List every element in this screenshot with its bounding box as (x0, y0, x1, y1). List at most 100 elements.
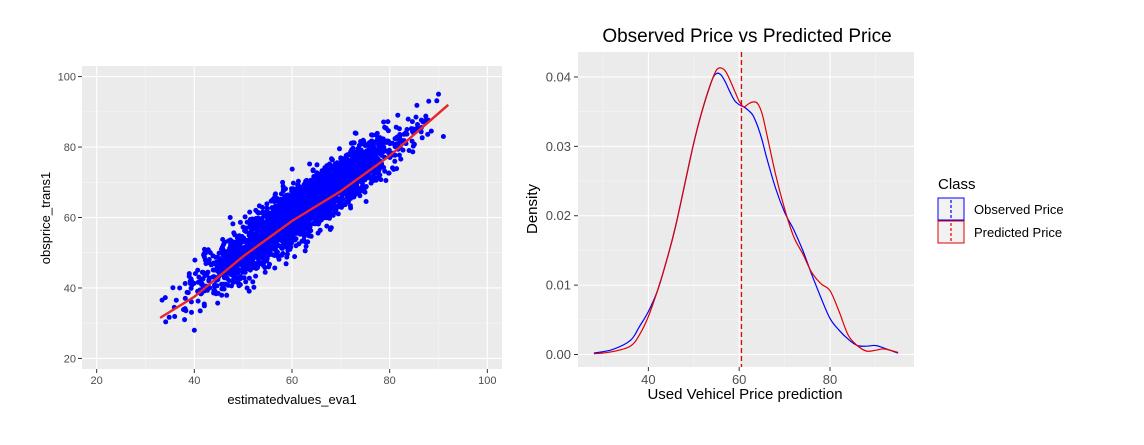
scatter-point (320, 194, 326, 200)
scatter-point (297, 184, 303, 190)
scatter-point (177, 285, 183, 291)
legend-label-observed-price: Observed Price (974, 202, 1064, 217)
scatter-point (265, 249, 271, 255)
scatter-point (323, 201, 329, 207)
scatter-point (224, 292, 230, 298)
scatter-point (215, 266, 221, 272)
scatter-point (390, 165, 395, 171)
scatter-point (257, 261, 263, 267)
scatter-point (201, 270, 207, 276)
scatter-point (266, 264, 272, 270)
scatter-point (211, 288, 217, 294)
scatter-point (325, 182, 331, 188)
scatter-point (251, 260, 257, 266)
scatter-y-axis-title: obsprice_trans1 (38, 172, 53, 265)
scatter-point (379, 139, 385, 145)
scatter-point (213, 254, 219, 260)
scatter-point (355, 165, 361, 171)
scatter-point (343, 163, 349, 169)
scatter-point (344, 170, 349, 176)
scatter-point (272, 265, 278, 271)
scatter-point (392, 158, 398, 164)
scatter-point (271, 246, 277, 252)
scatter-point (372, 153, 378, 159)
x-tick-label: 40 (188, 375, 200, 387)
scatter-point (267, 217, 273, 223)
scatter-point (232, 275, 238, 280)
scatter-point (231, 239, 237, 245)
scatter-point (319, 209, 325, 215)
density-x-axis: 40 60 80 (641, 367, 837, 387)
scatter-point (356, 142, 362, 148)
scatter-point (325, 206, 331, 212)
scatter-point (409, 119, 415, 125)
scatter-point (189, 309, 194, 315)
scatter-point (327, 170, 333, 176)
scatter-point (404, 127, 410, 132)
scatter-point (415, 122, 420, 127)
scatter-point (298, 219, 304, 225)
scatter-point (434, 98, 440, 104)
scatter-point (235, 270, 241, 276)
scatter-point (305, 239, 311, 245)
scatter-point (369, 176, 375, 182)
scatter-point (261, 244, 267, 250)
scatter-point (195, 267, 201, 273)
scatter-point (378, 145, 383, 151)
scatter-point (253, 207, 259, 213)
scatter-point (336, 204, 342, 210)
scatter-point (315, 230, 321, 236)
scatter-point (334, 172, 340, 178)
scatter-point (383, 178, 389, 183)
scatter-point (258, 230, 264, 236)
scatter-point (301, 223, 307, 229)
scatter-point (173, 297, 179, 303)
scatter-point (220, 237, 226, 242)
scatter-point (254, 255, 260, 261)
scatter-point (262, 220, 267, 226)
scatter-point (297, 207, 303, 213)
scatter-point (296, 193, 302, 199)
scatter-point (366, 158, 372, 164)
scatter-point (420, 119, 426, 125)
scatter-point (419, 135, 425, 141)
scatter-point (374, 130, 380, 136)
scatter-point (380, 149, 386, 155)
scatter-point (188, 285, 194, 291)
scatter-point (275, 253, 281, 259)
scatter-point (394, 141, 400, 147)
scatter-point (350, 175, 356, 181)
scatter-point (305, 218, 310, 224)
scatter-point (301, 215, 307, 221)
scatter-point (234, 249, 240, 255)
scatter-point (205, 269, 211, 275)
scatter-point (206, 278, 212, 284)
scatter-point (259, 254, 265, 260)
scatter-point (182, 295, 188, 301)
y-tick-label: 0.01 (546, 278, 571, 293)
scatter-point (284, 208, 290, 214)
scatter-point (335, 211, 341, 217)
scatter-point (366, 141, 372, 147)
scatter-point (338, 175, 344, 181)
scatter-point (342, 157, 348, 163)
scatter-point (271, 222, 277, 228)
scatter-point (244, 285, 250, 291)
scatter-point (182, 281, 188, 286)
scatter-point (251, 237, 257, 243)
scatter-point (377, 151, 383, 156)
density-chart-title: Observed Price vs Predicted Price (602, 26, 891, 47)
y-tick-label: 0.02 (546, 208, 571, 223)
scatter-point (256, 220, 262, 225)
scatter-point (396, 126, 402, 132)
scatter-point (227, 215, 233, 220)
scatter-point (259, 204, 265, 210)
scatter-point (283, 261, 289, 267)
y-tick-label: 20 (64, 353, 76, 365)
scatter-point (425, 131, 431, 137)
scatter-point (277, 223, 283, 228)
scatter-point (357, 157, 363, 163)
scatter-point (279, 206, 285, 211)
scatter-point (221, 275, 227, 281)
scatter-point (246, 232, 252, 238)
